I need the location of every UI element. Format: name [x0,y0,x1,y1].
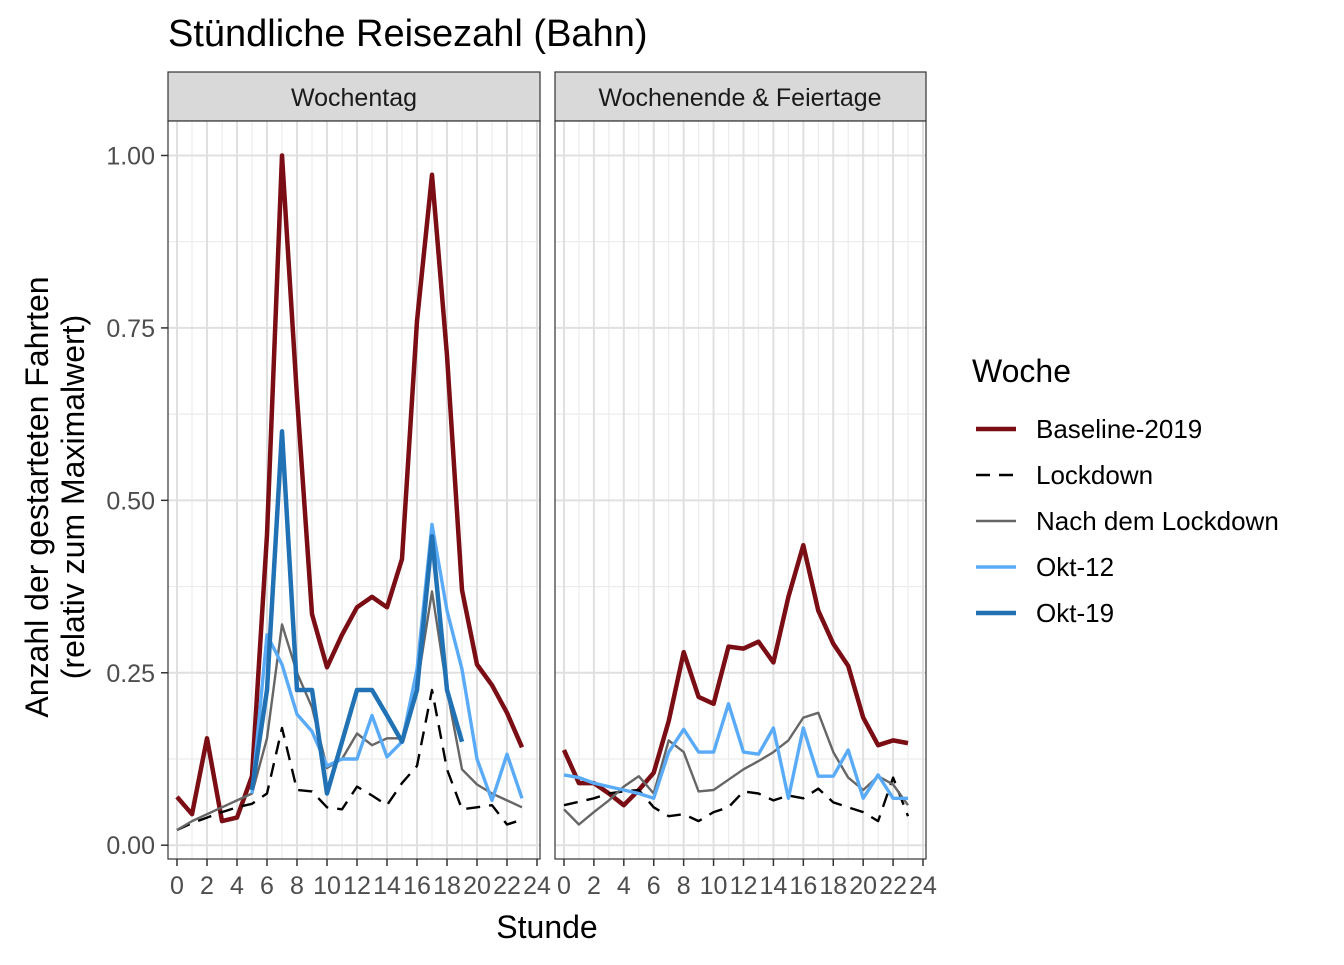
x-tick-label: 8 [677,872,691,900]
x-tick-label: 10 [313,872,341,900]
x-tick-label: 6 [260,872,274,900]
x-tick-label: 10 [700,872,728,900]
x-tick-label: 2 [200,872,214,900]
series-line-okt-19 [249,429,465,796]
legend-label: Okt-12 [1036,552,1114,582]
panel-wochentag: Wochentag 0 2 4 6 8 10 12 14 16 18 20 22 24 [167,71,551,900]
x-tick-label: 0 [557,872,571,900]
series-line-okt-12 [250,522,524,803]
series-line-nach-dem-lockdown [176,590,523,832]
x-tick-label: 4 [230,872,244,900]
x-tick-label: 14 [373,872,401,900]
grid-wochentag [168,121,540,859]
legend-label: Baseline-2019 [1036,414,1202,444]
panel-background [168,121,540,859]
x-tick-label: 12 [730,872,758,900]
grid-wochenende [555,121,926,859]
facet-strip-wochentag [167,71,541,122]
series-line-baseline-2019 [561,542,909,808]
y-axis-label-line1: Anzahl der gestarteten Fahrten [19,276,55,717]
x-tick-label: 6 [647,872,661,900]
legend-label: Lockdown [1036,460,1153,490]
y-tick-label: 0.50 [106,487,155,515]
x-axis-wochentag: 0 2 4 6 8 10 12 14 16 18 20 22 24 [170,859,551,900]
series-lines-wochenende [561,542,910,826]
x-tick-label: 22 [493,872,521,900]
y-axis-label-line2: (relativ zum Maximalwert) [55,315,91,679]
x-tick-label: 24 [523,872,551,900]
x-tick-label: 16 [789,872,817,900]
facet-label-wochentag: Wochentag [291,84,417,112]
y-tick-label: 0.00 [106,832,155,860]
legend-label: Okt-19 [1036,598,1114,628]
y-tick-label: 0.25 [106,660,155,688]
x-tick-label: 2 [587,872,601,900]
legend-label: Nach dem Lockdown [1036,506,1279,536]
series-line-okt-12 [563,702,908,800]
x-tick-label: 20 [463,872,491,900]
panel-border-wochentag [167,120,541,860]
legend-title: Woche [972,353,1071,389]
x-tick-label: 14 [760,872,788,900]
x-tick-label: 16 [403,872,431,900]
x-axis-label: Stunde [496,909,597,945]
x-tick-label: 22 [879,872,907,900]
legend: Woche Baseline-2019 Lockdown Nach dem Lock… [972,353,1279,628]
x-tick-label: 4 [617,872,631,900]
facet-label-wochenende: Wochenende & Feiertage [598,84,881,112]
x-tick-label: 0 [170,872,184,900]
y-tick-label: 1.00 [106,142,155,170]
series-line-baseline-2019 [175,153,525,824]
facet-strip-wochenende [554,71,927,122]
panel-border-wochenende [554,120,927,860]
x-tick-label: 8 [290,872,304,900]
x-tick-label: 12 [343,872,371,900]
panel-wochenende: Wochenende & Feiertage 0 2 4 6 8 10 12 14 16 18 20… [554,71,937,900]
chart-title: Stündliche Reisezahl (Bahn) [168,13,648,55]
y-axis: 0.00 0.25 0.50 0.75 1.00 [106,142,168,860]
series-line-lockdown [563,776,910,823]
y-tick-label: 0.75 [106,315,155,343]
x-tick-label: 24 [909,872,937,900]
x-tick-label: 18 [819,872,847,900]
x-tick-label: 20 [849,872,877,900]
panel-background [555,121,926,859]
x-tick-label: 18 [433,872,461,900]
x-axis-wochenende: 0 2 4 6 8 10 12 14 16 18 20 22 24 [557,859,937,900]
series-lines-wochentag [175,153,525,832]
